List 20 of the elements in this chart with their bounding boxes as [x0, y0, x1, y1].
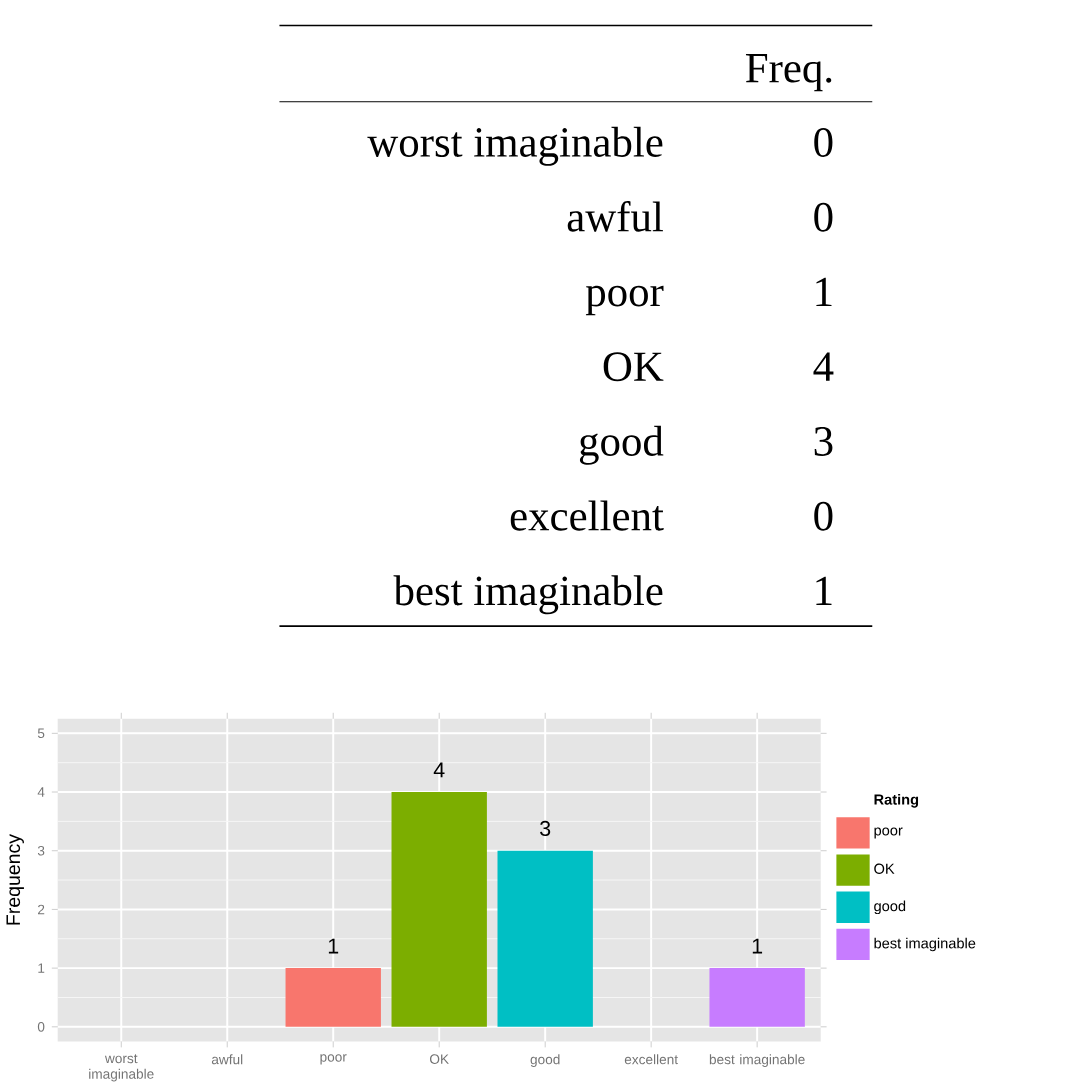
text: 1	[816, 277, 832, 307]
text: 3	[814, 427, 833, 456]
category-label: worst imaginable	[367, 126, 663, 166]
data-label: 1	[328, 938, 339, 954]
category-label: poor	[586, 285, 664, 316]
text: 0	[814, 128, 833, 157]
y-axis-title: Frequency	[6, 834, 24, 925]
data-label: 3	[540, 820, 551, 837]
category-label: OK	[603, 352, 664, 382]
category-label: excellent	[510, 500, 664, 531]
data-label: 1	[752, 938, 763, 954]
text: 1	[816, 576, 832, 605]
category-label: awful	[567, 201, 664, 232]
text: 0	[814, 501, 833, 531]
category-label: best imaginable	[393, 575, 663, 615]
data-label: 4	[433, 762, 445, 778]
text: Freq.	[746, 54, 832, 92]
text: 0	[814, 202, 833, 232]
category-label: good	[579, 425, 664, 465]
text: 4	[813, 352, 834, 381]
